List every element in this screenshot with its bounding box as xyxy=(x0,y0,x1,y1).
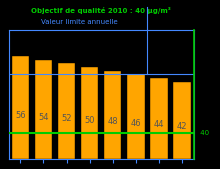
Text: 50: 50 xyxy=(84,116,95,125)
Text: 52: 52 xyxy=(61,114,72,123)
Text: 48: 48 xyxy=(107,117,118,126)
Bar xyxy=(81,67,98,159)
Bar xyxy=(173,82,191,159)
Text: 44: 44 xyxy=(154,120,164,129)
Text: 54: 54 xyxy=(38,113,49,122)
Text: 42: 42 xyxy=(177,122,187,131)
Text: 56: 56 xyxy=(15,111,26,120)
Bar xyxy=(150,78,168,159)
Text: 46: 46 xyxy=(130,119,141,128)
Bar xyxy=(127,75,145,159)
Text: Valeur limite annuelle: Valeur limite annuelle xyxy=(41,19,117,25)
Text: Objectif de qualité 2010 : 40 µg/m³: Objectif de qualité 2010 : 40 µg/m³ xyxy=(31,7,171,14)
Bar xyxy=(35,60,52,159)
Text: 40: 40 xyxy=(198,130,209,136)
Bar xyxy=(104,71,121,159)
Bar xyxy=(58,63,75,159)
Bar xyxy=(12,56,29,159)
